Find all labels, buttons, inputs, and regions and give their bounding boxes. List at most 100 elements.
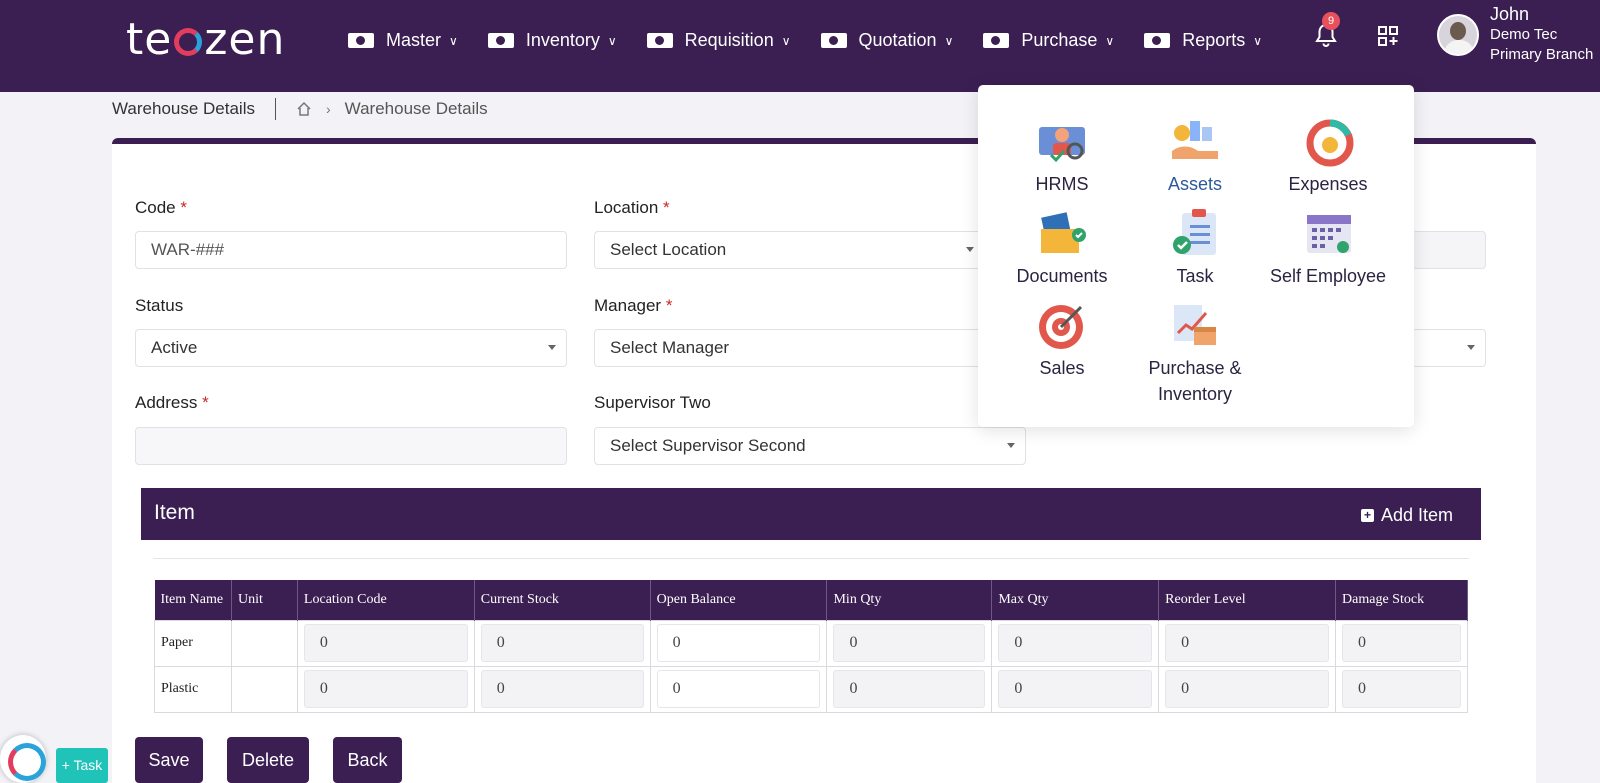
table-header-row: Item Name Unit Location Code Current Sto… <box>154 580 1468 620</box>
location-select[interactable]: Select Location <box>594 231 984 269</box>
nav-quotation[interactable]: Quotation ∨ <box>820 30 954 51</box>
apps-menu-popup: HRMS Assets Expenses Documents Task Self… <box>978 85 1414 427</box>
open-balance-input[interactable]: 0 <box>656 670 821 708</box>
nav-reports[interactable]: Reports ∨ <box>1144 30 1262 51</box>
back-button[interactable]: Back <box>333 737 402 783</box>
delete-button[interactable]: Delete <box>227 737 309 783</box>
save-button[interactable]: Save <box>135 737 203 783</box>
col-damage-stock: Damage Stock <box>1335 580 1468 620</box>
unit-cell <box>230 665 298 713</box>
user-name: John <box>1490 4 1530 24</box>
assistant-widget-icon[interactable] <box>0 735 46 783</box>
user-info[interactable]: John Demo Tec Primary Branch <box>1490 4 1593 65</box>
app-hrms[interactable]: HRMS <box>997 115 1127 197</box>
app-task[interactable]: Task <box>1130 207 1260 289</box>
code-label: Code * <box>135 198 187 217</box>
app-purchase-inventory[interactable]: Purchase & Inventory <box>1130 299 1260 407</box>
min-qty-input[interactable]: 0 <box>833 670 986 708</box>
item-name-cell: Plastic <box>154 665 232 713</box>
item-name-cell: Paper <box>154 619 232 667</box>
min-qty-input[interactable]: 0 <box>833 624 986 662</box>
chevron-down-icon: ∨ <box>944 33 954 48</box>
page-title: Warehouse Details <box>112 99 255 118</box>
nav-inventory[interactable]: Inventory ∨ <box>487 30 617 51</box>
manager-label: Manager * <box>594 296 673 315</box>
money-icon <box>646 33 673 48</box>
tecozen-logo[interactable]: te zen <box>126 14 286 65</box>
chevron-down-icon: ∨ <box>449 33 458 48</box>
apps-grid-icon[interactable] <box>1378 26 1398 46</box>
hidden-field-input[interactable] <box>1412 231 1486 269</box>
nav-purchase[interactable]: Purchase ∨ <box>983 30 1114 51</box>
supervisor-two-select[interactable]: Select Supervisor Second <box>594 427 1026 465</box>
current-stock-input[interactable]: 0 <box>480 670 644 708</box>
current-stock-input[interactable]: 0 <box>480 624 644 662</box>
item-section-title: Item <box>154 501 195 524</box>
col-item-name: Item Name <box>154 580 232 620</box>
reorder-level-input[interactable]: 0 <box>1165 624 1330 662</box>
app-self-employee[interactable]: Self Employee <box>1263 207 1393 289</box>
logo-swirl-icon <box>174 28 203 56</box>
col-location-code: Location Code <box>297 580 475 620</box>
documents-icon <box>1035 207 1089 259</box>
location-code-input[interactable]: 0 <box>303 624 468 662</box>
plus-icon: + <box>1360 509 1374 522</box>
reorder-level-input[interactable]: 0 <box>1165 670 1330 708</box>
expenses-icon <box>1301 115 1355 167</box>
app-documents[interactable]: Documents <box>997 207 1127 289</box>
breadcrumb: Warehouse Details › Warehouse Details <box>112 98 488 120</box>
code-input[interactable]: WAR-### <box>135 231 567 269</box>
self-employee-icon <box>1301 207 1355 259</box>
manager-select[interactable]: Select Manager <box>594 329 984 367</box>
hrms-icon <box>1035 115 1089 167</box>
unit-cell <box>230 619 298 667</box>
nav-master[interactable]: Master ∨ <box>348 30 458 51</box>
col-min-qty: Min Qty <box>826 580 993 620</box>
app-assets[interactable]: Assets <box>1130 115 1260 197</box>
app-sales[interactable]: Sales <box>997 299 1127 381</box>
max-qty-input[interactable]: 0 <box>998 624 1153 662</box>
status-select[interactable]: Active <box>135 329 567 367</box>
user-branch: Primary Branch <box>1490 46 1594 63</box>
breadcrumb-current: Warehouse Details <box>344 99 488 118</box>
add-item-button[interactable]: + Add Item <box>1360 505 1453 526</box>
hidden-field-select[interactable] <box>1412 329 1486 367</box>
purchase-inventory-icon <box>1168 299 1222 351</box>
items-table: Item Name Unit Location Code Current Sto… <box>154 580 1468 713</box>
money-icon <box>983 33 1010 48</box>
damage-stock-input[interactable]: 0 <box>1342 670 1461 708</box>
address-textarea[interactable] <box>135 427 567 465</box>
app-expenses[interactable]: Expenses <box>1263 115 1393 197</box>
chevron-down-icon: ∨ <box>1253 33 1263 48</box>
location-label: Location * <box>594 198 670 217</box>
col-max-qty: Max Qty <box>991 580 1160 620</box>
chevron-right-icon: › <box>326 101 331 117</box>
avatar[interactable] <box>1437 14 1479 56</box>
open-balance-input[interactable]: 0 <box>656 624 821 662</box>
home-icon[interactable] <box>296 101 312 117</box>
section-divider <box>153 558 1469 559</box>
money-icon <box>348 33 374 48</box>
col-open-balance: Open Balance <box>650 580 828 620</box>
breadcrumb-divider <box>275 98 276 120</box>
table-row: Paper 0 0 0 0 0 0 0 <box>154 619 1468 667</box>
status-label: Status <box>135 296 184 315</box>
assets-icon <box>1168 115 1222 167</box>
table-row: Plastic 0 0 0 0 0 0 0 <box>154 665 1468 713</box>
chevron-down-icon: ∨ <box>781 33 791 48</box>
nav-requisition[interactable]: Requisition ∨ <box>646 30 791 51</box>
col-current-stock: Current Stock <box>474 580 651 620</box>
location-code-input[interactable]: 0 <box>303 670 468 708</box>
money-icon <box>487 33 514 48</box>
sales-icon <box>1035 299 1089 351</box>
quick-task-button[interactable]: + Task <box>56 748 108 783</box>
damage-stock-input[interactable]: 0 <box>1342 624 1461 662</box>
money-icon <box>1144 33 1171 48</box>
col-reorder-level: Reorder Level <box>1158 580 1337 620</box>
chevron-down-icon: ∨ <box>1105 33 1115 48</box>
max-qty-input[interactable]: 0 <box>998 670 1153 708</box>
address-label: Address * <box>135 393 209 412</box>
notification-badge: 9 <box>1322 12 1340 30</box>
money-icon <box>820 33 847 48</box>
col-unit: Unit <box>231 580 298 620</box>
